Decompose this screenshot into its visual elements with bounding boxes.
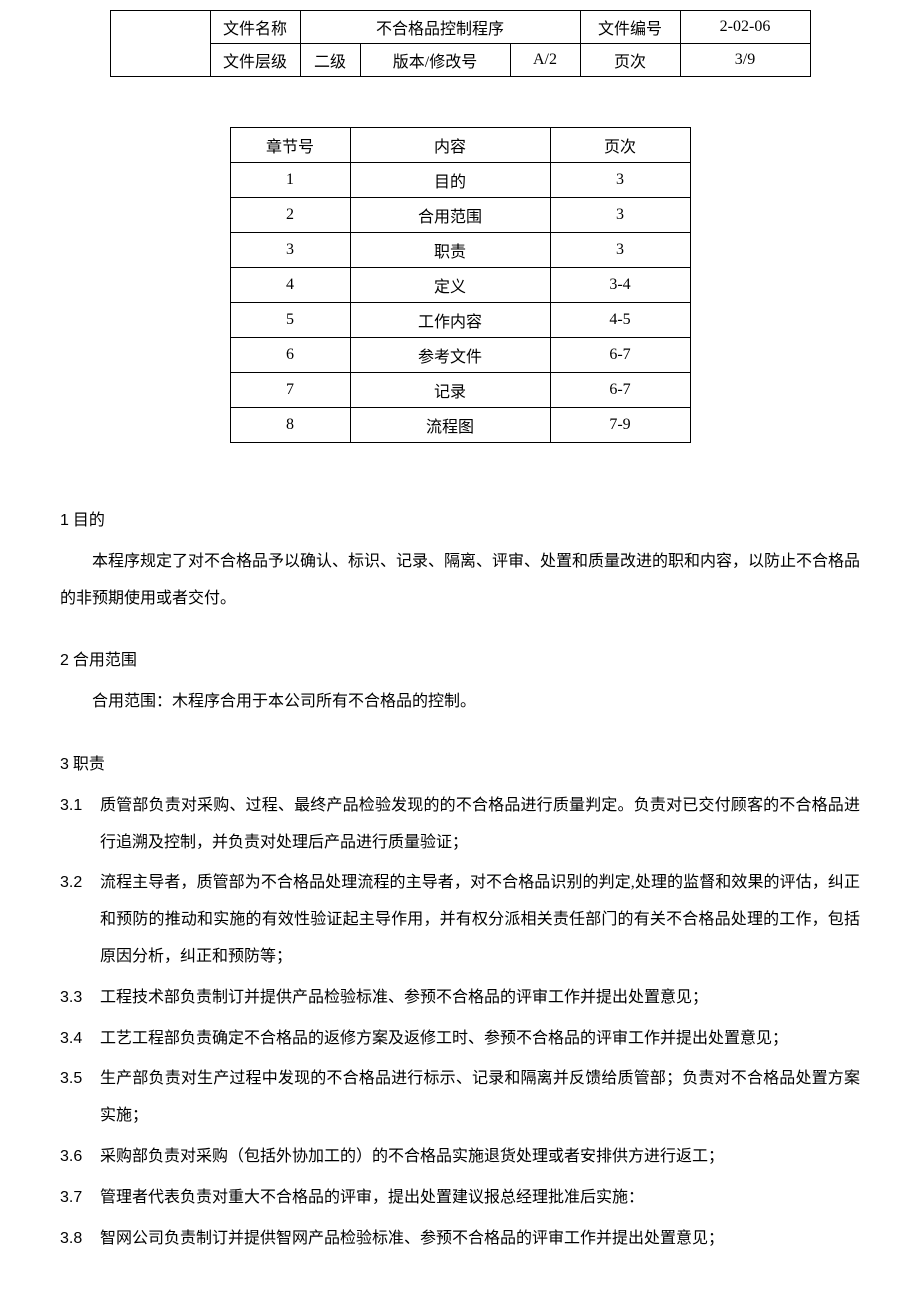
responsibility-item: 3.5生产部负责对生产过程中发现的不合格品进行标示、记录和隔离并反馈给质管部；负… — [60, 1061, 860, 1135]
toc-row: 7记录6-7 — [230, 373, 690, 408]
item-number: 3.8 — [60, 1221, 100, 1258]
item-text: 采购部负责对采购（包括外协加工的）的不合格品实施退货处理或者安排供方进行返工； — [100, 1139, 860, 1176]
toc-header-page: 页次 — [550, 128, 690, 163]
toc-header-chapter: 章节号 — [230, 128, 350, 163]
file-title: 不合格品控制程序 — [300, 11, 580, 44]
toc-cell: 7-9 — [550, 408, 690, 443]
toc-cell: 合用范围 — [350, 198, 550, 233]
toc-cell: 职责 — [350, 233, 550, 268]
toc-row: 1目的3 — [230, 163, 690, 198]
item-number: 3.4 — [60, 1021, 100, 1058]
section-2-heading: 合用范围 — [73, 652, 137, 669]
toc-cell: 6-7 — [550, 338, 690, 373]
file-name-label: 文件名称 — [210, 11, 300, 44]
item-text: 工程技术部负责制订并提供产品检验标准、参预不合格品的评审工作并提出处置意见； — [100, 980, 860, 1017]
toc-row: 2合用范围3 — [230, 198, 690, 233]
toc-cell: 参考文件 — [350, 338, 550, 373]
item-number: 3.7 — [60, 1180, 100, 1217]
toc-row: 3职责3 — [230, 233, 690, 268]
file-level-label: 文件层级 — [210, 44, 300, 77]
toc-cell: 4 — [230, 268, 350, 303]
toc-cell: 7 — [230, 373, 350, 408]
toc-cell: 5 — [230, 303, 350, 338]
toc-row: 4定义3-4 — [230, 268, 690, 303]
file-level-value: 二级 — [300, 44, 360, 77]
toc-cell: 目的 — [350, 163, 550, 198]
responsibility-item: 3.3工程技术部负责制订并提供产品检验标准、参预不合格品的评审工作并提出处置意见… — [60, 980, 860, 1017]
toc-row: 6参考文件6-7 — [230, 338, 690, 373]
section-2-number: 2 — [60, 652, 69, 669]
responsibility-item: 3.1质管部负责对采购、过程、最终产品检验发现的的不合格品进行质量判定。负责对已… — [60, 788, 860, 862]
section-3-heading: 职责 — [73, 756, 105, 773]
toc-cell: 3 — [550, 163, 690, 198]
item-text: 流程主导者，质管部为不合格品处理流程的主导者，对不合格品识别的判定,处理的监督和… — [100, 865, 860, 975]
item-text: 生产部负责对生产过程中发现的不合格品进行标示、记录和隔离并反馈给质管部；负责对不… — [100, 1061, 860, 1135]
doc-header-table: 文件名称 不合格品控制程序 文件编号 2-02-06 文件层级 二级 版本/修改… — [110, 10, 811, 77]
responsibility-item: 3.6采购部负责对采购（包括外协加工的）的不合格品实施退货处理或者安排供方进行返… — [60, 1139, 860, 1176]
toc-cell: 3 — [230, 233, 350, 268]
toc-cell: 1 — [230, 163, 350, 198]
responsibility-item: 3.8智网公司负责制订并提供智网产品检验标准、参预不合格品的评审工作并提出处置意… — [60, 1221, 860, 1258]
item-text: 管理者代表负责对重大不合格品的评审，提出处置建议报总经理批准后实施： — [100, 1180, 860, 1217]
toc-cell: 流程图 — [350, 408, 550, 443]
item-number: 3.2 — [60, 865, 100, 975]
item-text: 质管部负责对采购、过程、最终产品检验发现的的不合格品进行质量判定。负责对已交付顾… — [100, 788, 860, 862]
page-label: 页次 — [580, 44, 680, 77]
item-text: 工艺工程部负责确定不合格品的返修方案及返修工时、参预不合格品的评审工作并提出处置… — [100, 1021, 860, 1058]
toc-cell: 2 — [230, 198, 350, 233]
revision-label: 版本/修改号 — [360, 44, 510, 77]
file-number-label: 文件编号 — [580, 11, 680, 44]
toc-cell: 3 — [550, 198, 690, 233]
section-1-body: 本程序规定了对不合格品予以确认、标识、记录、隔离、评审、处置和质量改进的职和内容… — [60, 544, 860, 618]
section-3-number: 3 — [60, 756, 69, 773]
section-2-title: 2 合用范围 — [60, 643, 860, 680]
item-number: 3.6 — [60, 1139, 100, 1176]
section-3-title: 3 职责 — [60, 747, 860, 784]
section-2-body: 合用范围：木程序合用于本公司所有不合格品的控制。 — [60, 684, 860, 721]
page-value: 3/9 — [680, 44, 810, 77]
item-number: 3.1 — [60, 788, 100, 862]
responsibility-item: 3.2流程主导者，质管部为不合格品处理流程的主导者，对不合格品识别的判定,处理的… — [60, 865, 860, 975]
toc-cell: 6-7 — [550, 373, 690, 408]
section-1-heading: 目的 — [73, 512, 105, 529]
toc-cell: 定义 — [350, 268, 550, 303]
toc-row: 8流程图7-9 — [230, 408, 690, 443]
document-body: 1 目的 本程序规定了对不合格品予以确认、标识、记录、隔离、评审、处置和质量改进… — [60, 503, 860, 1257]
toc-cell: 4-5 — [550, 303, 690, 338]
responsibility-item: 3.4工艺工程部负责确定不合格品的返修方案及返修工时、参预不合格品的评审工作并提… — [60, 1021, 860, 1058]
item-text: 智网公司负责制订并提供智网产品检验标准、参预不合格品的评审工作并提出处置意见； — [100, 1221, 860, 1258]
toc-cell: 3 — [550, 233, 690, 268]
toc-table: 章节号 内容 页次 1目的32合用范围33职责34定义3-45工作内容4-56参… — [230, 127, 691, 443]
section-1-number: 1 — [60, 512, 69, 529]
item-number: 3.3 — [60, 980, 100, 1017]
logo-cell — [110, 11, 210, 77]
toc-header-content: 内容 — [350, 128, 550, 163]
item-number: 3.5 — [60, 1061, 100, 1135]
revision-value: A/2 — [510, 44, 580, 77]
section-1-title: 1 目的 — [60, 503, 860, 540]
toc-row: 5工作内容4-5 — [230, 303, 690, 338]
toc-cell: 6 — [230, 338, 350, 373]
toc-cell: 工作内容 — [350, 303, 550, 338]
toc-cell: 记录 — [350, 373, 550, 408]
responsibility-item: 3.7管理者代表负责对重大不合格品的评审，提出处置建议报总经理批准后实施： — [60, 1180, 860, 1217]
toc-cell: 8 — [230, 408, 350, 443]
toc-cell: 3-4 — [550, 268, 690, 303]
file-number-value: 2-02-06 — [680, 11, 810, 44]
